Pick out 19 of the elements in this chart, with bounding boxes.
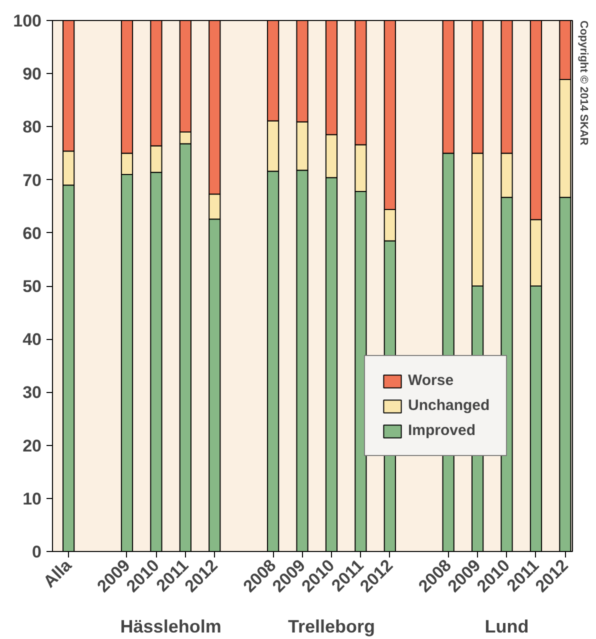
- text: Hässleholm: [120, 616, 222, 636]
- y-tick-label: 10: [22, 489, 42, 508]
- y-tick-label: 20: [22, 436, 42, 456]
- text: Trelleborg: [288, 616, 376, 636]
- y-tick-label: 90: [22, 64, 42, 84]
- y-tick-label: 80: [22, 118, 42, 137]
- legend-label: Improved: [408, 422, 476, 439]
- y-tick-label: 70: [22, 170, 42, 190]
- y-tick-label: 100: [13, 12, 42, 30]
- y-tick-label: 60: [22, 224, 42, 243]
- legend-label: Worse: [408, 372, 454, 389]
- legend-label: Unchanged: [408, 397, 490, 414]
- x-tick-label: Alla: [40, 555, 76, 592]
- text: Lund: [484, 616, 529, 636]
- y-tick-label: 30: [22, 383, 42, 402]
- y-tick-label: 50: [22, 277, 42, 296]
- y-tick-label: 0: [32, 542, 42, 562]
- text: Copyright © 2014 SKAR: [578, 20, 590, 146]
- y-tick-label: 40: [22, 330, 42, 350]
